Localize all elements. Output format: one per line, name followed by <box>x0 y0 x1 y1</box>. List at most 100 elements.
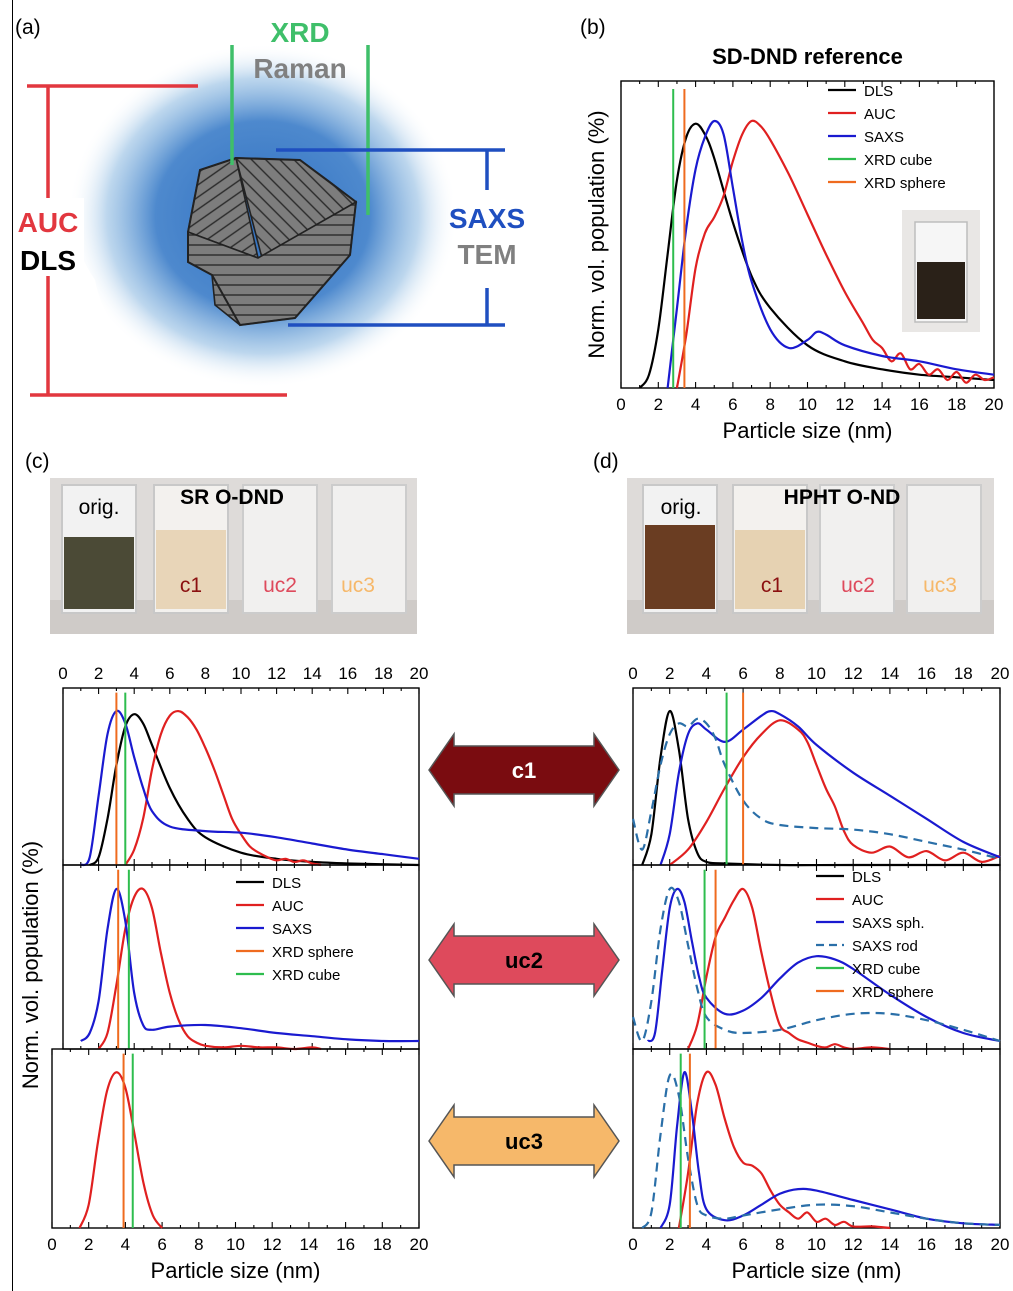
series-line-saxs <box>80 887 420 1043</box>
x-tick-label: 2 <box>84 1235 93 1254</box>
panel-label-b: (b) <box>580 16 606 39</box>
photo-c-label-c1: c1 <box>180 574 202 597</box>
x-tick-label: 14 <box>303 664 322 683</box>
chart-b: 0 2 4 6 8 10 12 14 16 18 20 SD-DND reference Particl… <box>584 44 1003 443</box>
x-tick-label: 4 <box>129 664 138 683</box>
chart-d3: 0 2 4 6 8 10 12 14 16 18 20 Particle size (nm) <box>628 1048 1010 1283</box>
legend-label: XRD cube <box>852 961 920 978</box>
legend-label: AUC <box>864 106 896 123</box>
x-axis-label: Particle size (nm) <box>151 1258 321 1283</box>
x-tick-label: 8 <box>775 664 784 683</box>
x-tick-label: 12 <box>267 664 286 683</box>
left-frame-line <box>12 0 13 1291</box>
chart-uc3: 0 2 4 6 8 10 12 14 16 18 20 Particle size (nm) <box>47 1048 429 1283</box>
x-tick-label: 18 <box>373 1235 392 1254</box>
schematic: AUC DLS XRD Raman SAXS TEM <box>14 17 525 397</box>
x-tick-label: 0 <box>628 1235 637 1254</box>
legend-label: SAXS <box>864 129 904 146</box>
x-tick-label: 2 <box>654 395 663 414</box>
x-tick-label: 10 <box>232 664 251 683</box>
series-line-auc <box>677 1070 891 1230</box>
x-tick-label: 4 <box>691 395 700 414</box>
chart-d2: DLS AUC SAXS sph. SAXS rod XRD cube XRD spher… <box>631 864 1001 1051</box>
x-tick-label: 0 <box>628 664 637 683</box>
x-tick-label: 12 <box>263 1235 282 1254</box>
x-tick-label: 20 <box>991 664 1010 683</box>
arrow-label-uc3: uc3 <box>505 1129 543 1154</box>
x-tick-label: 6 <box>165 664 174 683</box>
x-tick-label: 18 <box>374 664 393 683</box>
arrow-label-uc2: uc2 <box>505 948 543 973</box>
legend-label: SAXS sph. <box>852 915 925 932</box>
photo-c: orig. SR O-DND c1 uc2 uc3 <box>50 478 417 634</box>
x-tick-label: 14 <box>880 1235 899 1254</box>
legend-label: XRD cube <box>272 967 340 984</box>
x-tick-label: 8 <box>201 664 210 683</box>
x-tick-label: 20 <box>991 1235 1010 1254</box>
legend-label: DLS <box>864 83 893 100</box>
x-tick-label: 6 <box>728 395 737 414</box>
x-axis-label: Particle size (nm) <box>732 1258 902 1283</box>
series-line-saxs <box>666 119 995 389</box>
legend-label: DLS <box>852 869 881 886</box>
series-line-saxs-rod <box>631 886 1001 1043</box>
x-tick-label: 10 <box>807 1235 826 1254</box>
x-tick-label: 18 <box>947 395 966 414</box>
legend-label: XRD cube <box>864 152 932 169</box>
x-tick-label: 2 <box>665 1235 674 1254</box>
x-tick-label: 4 <box>702 1235 711 1254</box>
x-axis-label: Particle size (nm) <box>723 418 893 443</box>
x-tick-label: 20 <box>985 395 1004 414</box>
legend-label: XRD sphere <box>272 944 354 961</box>
x-tick-label: 6 <box>738 1235 747 1254</box>
photo-d-label-c1: c1 <box>761 574 783 597</box>
panel-label-a: (a) <box>15 16 41 39</box>
x-tick-label: 12 <box>844 1235 863 1254</box>
photo-c-label-uc3: uc3 <box>341 574 375 597</box>
series-line-auc <box>124 709 322 867</box>
legend-label: DLS <box>272 875 301 892</box>
x-tick-label: 14 <box>880 664 899 683</box>
series-line-dls <box>638 122 995 389</box>
series-line-auc <box>687 887 891 1051</box>
x-tick-label: 10 <box>226 1235 245 1254</box>
plot-frame <box>632 687 1001 866</box>
x-tick-label: 20 <box>410 1235 429 1254</box>
double-arrow-uc3 <box>428 1102 620 1180</box>
panel-label-d: (d) <box>593 450 619 473</box>
tem-label: TEM <box>457 239 516 270</box>
arrows-layer: c1 uc2 uc3 <box>428 731 620 1180</box>
photo-c-title: SR O-DND <box>180 486 284 509</box>
shared-ylabel: Norm. vol. population (%) <box>18 841 43 1089</box>
x-tick-label: 0 <box>616 395 625 414</box>
arrow-label-c1: c1 <box>512 758 536 783</box>
x-tick-label: 16 <box>910 395 929 414</box>
plot-frame <box>51 1048 420 1229</box>
double-arrow-c1 <box>428 731 620 809</box>
x-tick-label: 10 <box>807 664 826 683</box>
legend-label: AUC <box>852 892 884 909</box>
x-tick-label: 18 <box>954 664 973 683</box>
series-line-auc <box>668 719 1001 866</box>
dls-label: DLS <box>20 245 76 276</box>
chart-d1: 0 2 4 6 8 10 12 14 16 18 20 <box>628 664 1010 867</box>
x-tick-label: 4 <box>121 1235 130 1254</box>
photo-d: orig. HPHT O-ND c1 uc2 uc3 <box>627 478 994 634</box>
photo-d-label-uc2: uc2 <box>841 574 875 597</box>
panel-label-c: (c) <box>25 450 50 473</box>
x-tick-label: 0 <box>47 1235 56 1254</box>
double-arrow-uc2 <box>428 921 620 999</box>
photo-d-title: HPHT O-ND <box>784 486 901 509</box>
chart-c1: 0 2 4 6 8 10 12 14 16 18 20 <box>58 664 428 867</box>
legend-label: SAXS <box>272 921 312 938</box>
series-line-saxs-rod <box>631 717 1001 860</box>
x-tick-label: 16 <box>336 1235 355 1254</box>
x-tick-label: 18 <box>954 1235 973 1254</box>
legend-label: AUC <box>272 898 304 915</box>
x-tick-label: 10 <box>798 395 817 414</box>
series-line-saxs-sph <box>659 709 1001 866</box>
series-line-dls <box>88 713 420 867</box>
plot-frame <box>62 864 420 1050</box>
series-line-saxs <box>80 709 420 867</box>
